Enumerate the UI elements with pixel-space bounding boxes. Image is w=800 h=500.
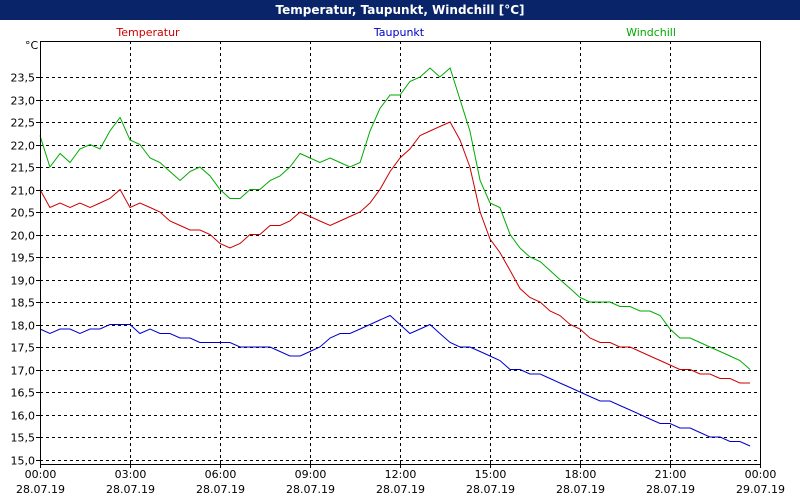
x-tick-time: 15:00 — [475, 468, 507, 481]
x-axis: 00:00 28.07.19 03:00 28.07.19 06:00 28.07.19 0… — [16, 464, 785, 496]
y-tick-label: 16,5 — [11, 387, 36, 400]
y-tick-label: 21,0 — [11, 185, 36, 198]
y-tick-label: 20,5 — [11, 207, 36, 220]
legend-label-taupunkt: Taupunkt — [373, 26, 425, 39]
y-tick-label: 23,0 — [11, 95, 36, 108]
line-chart: 15,0 15,5 16,0 16,5 17,0 17,5 18,0 18,5 19,0 19,5… — [0, 20, 800, 500]
legend-label-temperatur: Temperatur — [115, 26, 180, 39]
grid-lines — [40, 41, 760, 464]
y-tick-label: 17,0 — [11, 365, 36, 378]
series-line-windchill — [39, 67, 751, 370]
title-bar: Temperatur, Taupunkt, Windchill [°C] — [0, 0, 800, 21]
legend: Temperatur Taupunkt Windchill — [115, 26, 676, 39]
y-tick-label: 15,5 — [11, 432, 36, 445]
x-tick-time: 03:00 — [115, 468, 147, 481]
y-tick-label: 15,0 — [11, 455, 36, 468]
x-tick-date: 28.07.19 — [646, 483, 695, 496]
y-axis: 15,0 15,5 16,0 16,5 17,0 17,5 18,0 18,5 19,0 19,5… — [11, 72, 40, 468]
y-tick-label: 18,5 — [11, 297, 36, 310]
y-tick-label: 22,0 — [11, 140, 36, 153]
y-axis-unit-label: °C — [25, 39, 39, 52]
x-tick-date: 28.07.19 — [556, 483, 605, 496]
x-tick-time: 18:00 — [565, 468, 597, 481]
x-tick-date: 28.07.19 — [196, 483, 245, 496]
series-line-temperatur — [39, 121, 751, 384]
x-tick-date: 29.07.19 — [736, 483, 785, 496]
chart-title: Temperatur, Taupunkt, Windchill [°C] — [275, 3, 525, 17]
series-line-taupunkt — [39, 314, 751, 447]
x-tick-date: 28.07.19 — [466, 483, 515, 496]
x-tick-date: 28.07.19 — [376, 483, 425, 496]
legend-label-windchill: Windchill — [626, 26, 676, 39]
y-tick-label: 22,5 — [11, 117, 36, 130]
x-tick-time: 00:00 — [25, 468, 57, 481]
x-tick-date: 28.07.19 — [106, 483, 155, 496]
x-tick-time: 21:00 — [655, 468, 687, 481]
y-tick-label: 18,0 — [11, 320, 36, 333]
y-tick-label: 21,5 — [11, 162, 36, 175]
y-tick-label: 17,5 — [11, 342, 36, 355]
x-tick-date: 28.07.19 — [16, 483, 65, 496]
x-tick-time: 09:00 — [295, 468, 327, 481]
x-tick-time: 00:00 — [745, 468, 777, 481]
x-tick-time: 12:00 — [385, 468, 417, 481]
y-tick-label: 16,0 — [11, 410, 36, 423]
series-lines — [39, 67, 751, 447]
y-tick-label: 19,5 — [11, 252, 36, 265]
y-tick-label: 23,5 — [11, 72, 36, 85]
y-tick-label: 19,0 — [11, 275, 36, 288]
x-tick-date: 28.07.19 — [286, 483, 335, 496]
x-tick-time: 06:00 — [205, 468, 237, 481]
y-tick-label: 20,0 — [11, 230, 36, 243]
